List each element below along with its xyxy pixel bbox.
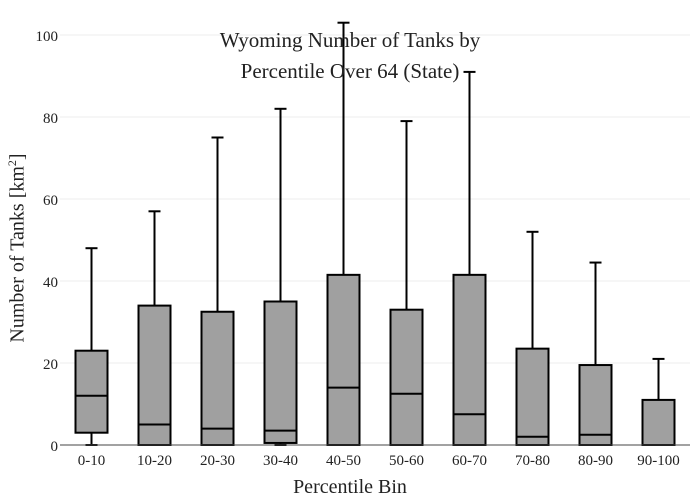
- x-tick-label: 20-30: [200, 453, 235, 469]
- x-axis-label: Percentile Bin: [293, 476, 407, 498]
- x-tick-label: 30-40: [263, 453, 298, 469]
- chart-title-line-2: Percentile Over 64 (State): [240, 59, 460, 83]
- box-body: [641, 398, 676, 446]
- y-axis-label: Number of Tanks [km2]: [5, 118, 29, 378]
- box-body: [452, 273, 487, 446]
- y-tick-label: 40: [43, 275, 58, 291]
- y-axis-label-text: Number of Tanks: [6, 203, 29, 343]
- box-60-70: [452, 70, 487, 446]
- y-tick-label: 60: [43, 193, 58, 209]
- y-tick-label: 20: [43, 357, 58, 373]
- x-tick-label: 80-90: [578, 453, 613, 469]
- box-body: [200, 310, 235, 446]
- box-body: [326, 273, 361, 446]
- box-body: [74, 349, 109, 434]
- x-tick-label: 60-70: [452, 453, 487, 469]
- box-body: [389, 308, 424, 447]
- y-tick-labels: 0 20 40 60 80 100: [36, 29, 59, 455]
- box-10-20: [137, 210, 172, 446]
- box-30-40: [263, 107, 298, 446]
- x-tick-label: 70-80: [515, 453, 550, 469]
- box-90-100: [641, 357, 676, 446]
- box-body: [515, 347, 550, 446]
- x-tick-label: 90-100: [637, 453, 680, 469]
- x-tick-label: 10-20: [137, 453, 172, 469]
- y-axis-unit-open: [km: [6, 166, 29, 199]
- box-80-90: [578, 261, 613, 446]
- box-20-30: [200, 136, 235, 446]
- boxes: [74, 21, 676, 447]
- box-50-60: [389, 120, 424, 447]
- box-body: [263, 300, 298, 444]
- box-body: [578, 364, 613, 446]
- x-tick-label: 40-50: [326, 453, 361, 469]
- box-0-10: [74, 247, 109, 446]
- y-axis-unit-close: ]: [6, 153, 29, 161]
- box-70-80: [515, 230, 550, 446]
- grid-lines: [60, 34, 690, 364]
- y-tick-label: 0: [51, 439, 59, 455]
- chart-title-line-1: Wyoming Number of Tanks by: [219, 28, 481, 52]
- x-tick-labels: 0-10 10-20 20-30 30-40 40-50 50-60 60-70 70-80 8…: [78, 453, 680, 469]
- y-tick-label: 100: [36, 29, 59, 45]
- box-40-50: [326, 21, 361, 446]
- x-tick-label: 50-60: [389, 453, 424, 469]
- x-tick-label: 0-10: [78, 453, 106, 469]
- y-axis-unit-sup: 2: [5, 160, 19, 167]
- y-tick-label: 80: [43, 111, 58, 127]
